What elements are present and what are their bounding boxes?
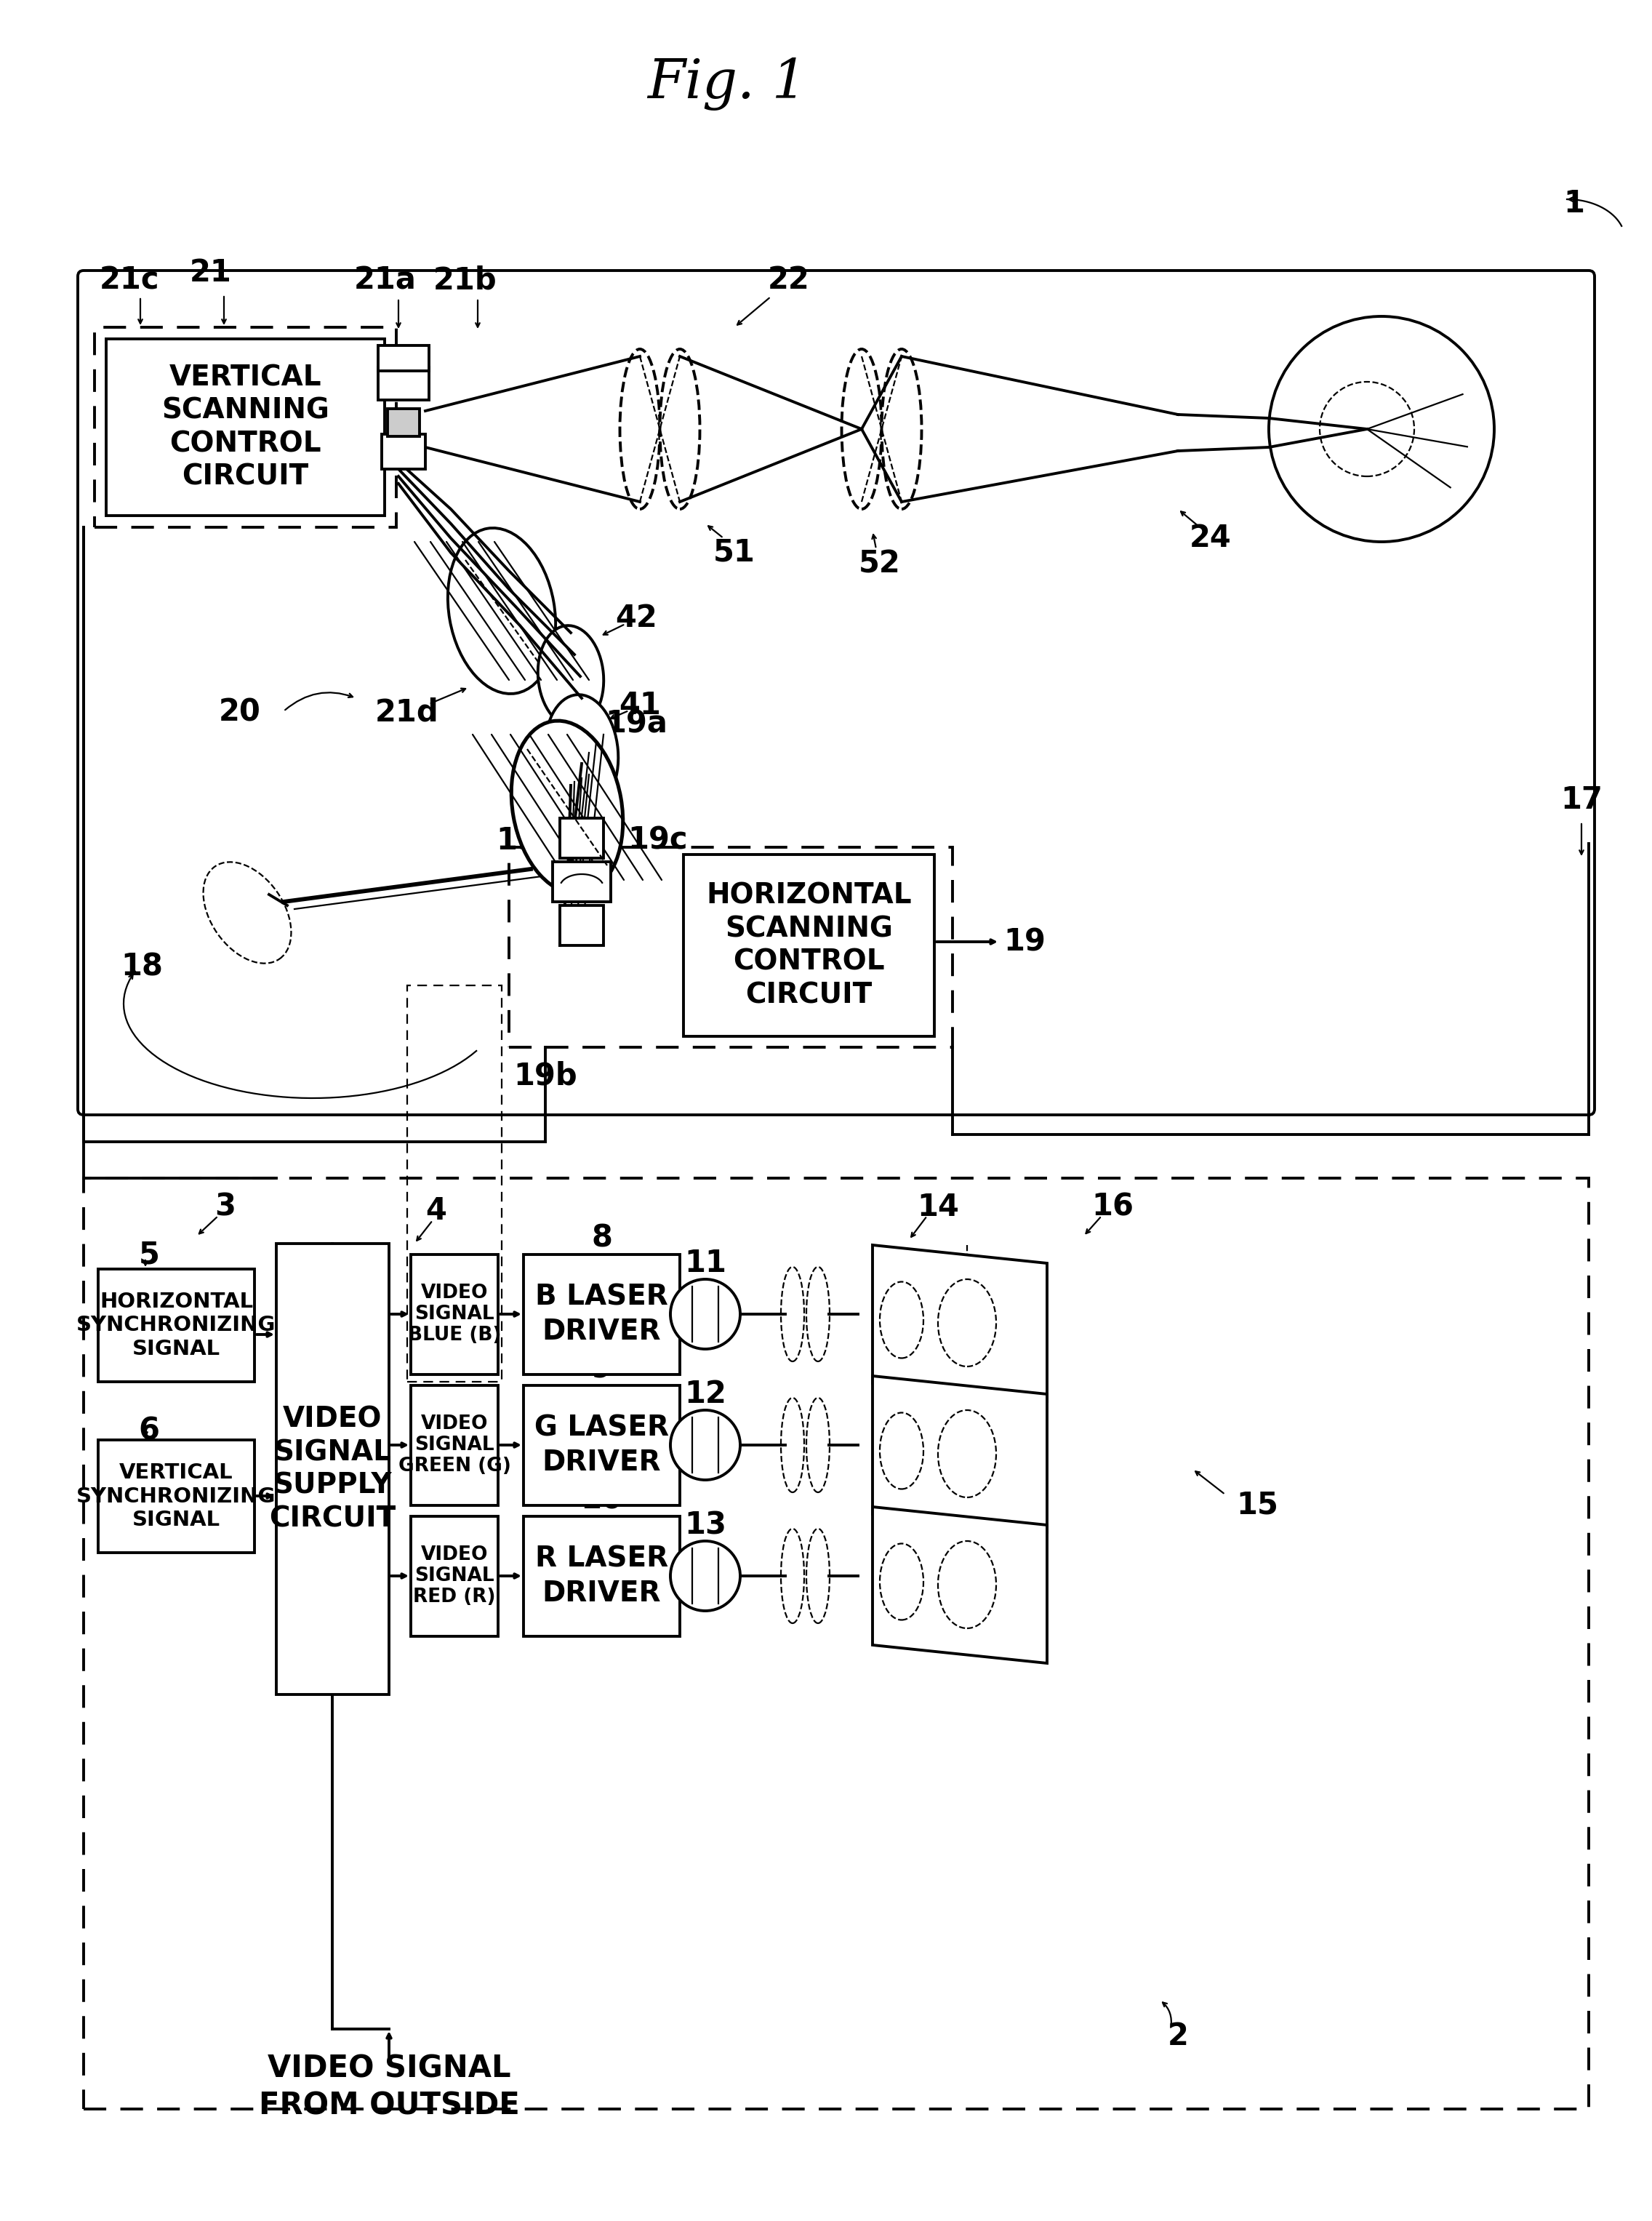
Text: 19b: 19b: [514, 1062, 577, 1091]
Text: 18: 18: [121, 953, 164, 982]
Text: 5: 5: [139, 1239, 160, 1270]
Bar: [84, 1177, 1589, 2110]
Ellipse shape: [539, 626, 603, 726]
Text: 17: 17: [1561, 784, 1602, 815]
Ellipse shape: [620, 349, 659, 509]
Bar: [553, 862, 611, 902]
Text: VERTICAL
SYNCHRONIZING
SIGNAL: VERTICAL SYNCHRONIZING SIGNAL: [76, 1464, 276, 1530]
Circle shape: [671, 1279, 740, 1348]
Text: 15: 15: [1236, 1490, 1279, 1521]
Text: 19a: 19a: [605, 708, 667, 740]
Bar: [684, 855, 935, 1037]
Text: VIDEO
SIGNAL
RED (R): VIDEO SIGNAL RED (R): [413, 1546, 496, 1606]
Bar: [378, 366, 430, 400]
Text: 12: 12: [684, 1379, 727, 1410]
Ellipse shape: [448, 529, 555, 693]
Circle shape: [671, 1541, 740, 1610]
Text: HORIZONTAL
SCANNING
CONTROL
CIRCUIT: HORIZONTAL SCANNING CONTROL CIRCUIT: [705, 882, 912, 1008]
Text: 41: 41: [620, 691, 661, 720]
Bar: [524, 1386, 681, 1506]
Text: VIDEO
SIGNAL
SUPPLY
CIRCUIT: VIDEO SIGNAL SUPPLY CIRCUIT: [269, 1406, 396, 1532]
Circle shape: [1269, 315, 1493, 542]
Bar: [524, 1517, 681, 1637]
Polygon shape: [872, 1506, 1047, 1664]
Text: 6: 6: [139, 1417, 160, 1446]
Text: VIDEO
SIGNAL
GREEN (G): VIDEO SIGNAL GREEN (G): [398, 1415, 510, 1475]
Text: 11: 11: [684, 1248, 727, 1279]
Text: 21d: 21d: [375, 697, 439, 728]
Ellipse shape: [659, 349, 700, 509]
Text: 51: 51: [714, 537, 755, 569]
Text: 3: 3: [215, 1193, 236, 1222]
Text: 16: 16: [1092, 1193, 1133, 1222]
Bar: [94, 326, 396, 526]
Bar: [276, 1244, 388, 1695]
Text: HORIZONTAL
SYNCHRONIZING
SIGNAL: HORIZONTAL SYNCHRONIZING SIGNAL: [76, 1293, 276, 1359]
Ellipse shape: [882, 349, 922, 509]
Bar: [406, 986, 502, 1381]
Ellipse shape: [545, 695, 618, 811]
Bar: [382, 433, 425, 469]
Ellipse shape: [512, 722, 623, 893]
Ellipse shape: [841, 349, 882, 509]
Text: 52: 52: [859, 549, 900, 580]
Text: 9: 9: [591, 1355, 613, 1384]
Text: 8: 8: [591, 1224, 613, 1253]
Bar: [106, 340, 385, 515]
Text: 19d: 19d: [496, 824, 560, 855]
Circle shape: [671, 1410, 740, 1479]
Text: 10: 10: [580, 1484, 623, 1515]
Text: Fig. 1: Fig. 1: [648, 58, 806, 111]
Text: VERTICAL
SCANNING
CONTROL
CIRCUIT: VERTICAL SCANNING CONTROL CIRCUIT: [162, 364, 329, 491]
Bar: [411, 1386, 497, 1506]
Text: 21c: 21c: [99, 264, 160, 295]
Text: 24: 24: [1189, 522, 1232, 553]
Bar: [524, 1255, 681, 1375]
Text: 42: 42: [615, 602, 657, 633]
Bar: [97, 1268, 254, 1381]
Bar: [411, 1255, 497, 1375]
Text: B LASER
DRIVER: B LASER DRIVER: [535, 1284, 667, 1346]
Bar: [388, 409, 420, 435]
Text: 19c: 19c: [628, 824, 687, 855]
Bar: [411, 1517, 497, 1637]
Bar: [560, 817, 603, 857]
Text: 19: 19: [1003, 926, 1046, 957]
Text: 13: 13: [684, 1510, 727, 1541]
Text: 14: 14: [917, 1193, 960, 1222]
Text: 22: 22: [768, 264, 809, 295]
Bar: [509, 846, 953, 1048]
Bar: [378, 346, 430, 371]
Text: 21a: 21a: [354, 264, 416, 295]
Polygon shape: [872, 1377, 1047, 1532]
Text: 1: 1: [1564, 189, 1584, 220]
Text: 21: 21: [190, 258, 231, 289]
Text: 4: 4: [426, 1195, 446, 1226]
Text: 21b: 21b: [433, 264, 497, 295]
Polygon shape: [872, 1246, 1047, 1401]
Text: VIDEO SIGNAL
FROM OUTSIDE: VIDEO SIGNAL FROM OUTSIDE: [259, 2052, 519, 2121]
Text: 2: 2: [1168, 2021, 1188, 2052]
Text: 20: 20: [220, 697, 261, 728]
Text: VIDEO
SIGNAL
BLUE (B): VIDEO SIGNAL BLUE (B): [408, 1284, 501, 1344]
Text: R LASER
DRIVER: R LASER DRIVER: [535, 1546, 669, 1606]
Bar: [97, 1439, 254, 1552]
Text: G LASER
DRIVER: G LASER DRIVER: [535, 1415, 669, 1477]
Bar: [560, 906, 603, 946]
